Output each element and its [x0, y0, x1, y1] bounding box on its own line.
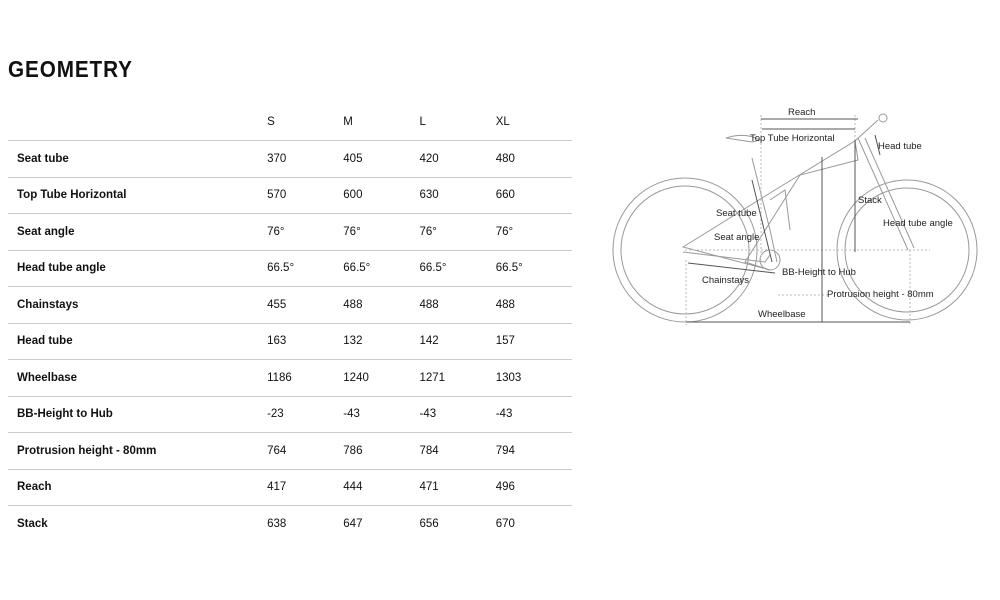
row-value: 132	[343, 323, 420, 360]
row-value: -43	[419, 396, 496, 433]
row-value: 76°	[495, 213, 572, 251]
row-value: 600	[343, 177, 420, 214]
row-value: 444	[343, 469, 420, 506]
table-row: Protrusion height - 80mm 764 786 784 794	[8, 432, 572, 470]
row-value: 66.5°	[267, 250, 344, 287]
row-value: 76°	[419, 213, 496, 251]
row-value: 656	[419, 517, 439, 530]
row-label: Protrusion height - 80mm	[8, 432, 268, 470]
label-top-tube: Top Tube Horizontal	[750, 133, 835, 144]
table-row: BB-Height to Hub -23 -43 -43 -43	[8, 396, 572, 433]
label-bb-height: BB-Height to Hub	[782, 267, 856, 278]
row-label: Head tube angle	[8, 250, 268, 287]
table-row: Chainstays 455 488 488 488	[8, 286, 572, 324]
row-label: BB-Height to Hub	[8, 396, 268, 433]
table-row: Top Tube Horizontal 570 600 630 660	[8, 177, 572, 214]
row-value: 1240	[343, 359, 420, 397]
row-value: 66.5°	[419, 250, 496, 287]
label-protrusion: Protrusion height - 80mm	[827, 289, 934, 300]
table-row: Seat angle 76° 76° 76° 76°	[8, 213, 572, 251]
row-value: 76°	[343, 213, 420, 251]
row-value: 670	[495, 517, 515, 530]
row-value: 647	[343, 517, 363, 530]
row-value: 786	[343, 432, 420, 470]
table-row: Stack 638 647 656 670	[8, 506, 572, 542]
row-value: 630	[419, 177, 496, 214]
row-value: 370	[267, 140, 344, 178]
label-reach: Reach	[788, 107, 815, 118]
row-value: 471	[419, 469, 496, 506]
row-value: 638	[267, 517, 287, 530]
row-value: 157	[495, 323, 572, 360]
size-header: S	[267, 104, 344, 141]
row-value: 1271	[419, 359, 496, 397]
page-title: GEOMETRY	[8, 56, 133, 82]
row-value: 417	[267, 469, 344, 506]
row-label: Seat angle	[8, 213, 268, 251]
size-header: XL	[495, 104, 572, 141]
row-value: -43	[343, 396, 420, 433]
label-head-tube: Head tube	[878, 141, 922, 152]
row-value: 488	[343, 286, 420, 324]
row-label: Seat tube	[8, 140, 268, 178]
row-label: Reach	[8, 469, 268, 506]
row-value: 163	[267, 323, 344, 360]
row-value: 66.5°	[495, 250, 572, 287]
table-row: Seat tube 370 405 420 480	[8, 140, 572, 178]
row-value: 1303	[495, 359, 572, 397]
row-value: 496	[495, 469, 572, 506]
row-label: Top Tube Horizontal	[8, 177, 268, 214]
label-stack: Stack	[858, 195, 882, 206]
table-header-row: S M L XL	[8, 104, 572, 141]
row-value: 488	[419, 286, 496, 324]
row-value: 420	[419, 140, 496, 178]
row-label: Head tube	[8, 323, 268, 360]
label-seat-tube: Seat tube	[716, 208, 757, 219]
table-row: Head tube 163 132 142 157	[8, 323, 572, 360]
row-value: 405	[343, 140, 420, 178]
label-seat-angle: Seat angle	[714, 232, 759, 243]
table-row: Wheelbase 1186 1240 1271 1303	[8, 359, 572, 397]
row-value: 455	[267, 286, 344, 324]
row-value: 480	[495, 140, 572, 178]
label-chainstays: Chainstays	[702, 275, 749, 286]
bike-frame	[681, 140, 859, 271]
row-value: 764	[267, 432, 344, 470]
row-value: -23	[267, 396, 344, 433]
row-value: 142	[419, 323, 496, 360]
table-row: Head tube angle 66.5° 66.5° 66.5° 66.5°	[8, 250, 572, 287]
size-header: M	[343, 104, 420, 141]
label-wheelbase: Wheelbase	[758, 309, 806, 320]
row-label: Chainstays	[8, 286, 268, 324]
row-value: 66.5°	[343, 250, 420, 287]
row-value: 570	[267, 177, 344, 214]
row-label: Wheelbase	[8, 359, 268, 397]
label-head-tube-angle: Head tube angle	[883, 218, 953, 229]
geometry-table: S M L XL Seat tube 370 405 420 480 Top Tube H…	[8, 104, 572, 542]
row-value: -43	[495, 396, 572, 433]
row-value: 488	[495, 286, 572, 324]
row-value: 1186	[267, 359, 344, 397]
row-value: 784	[419, 432, 496, 470]
row-label: Stack	[17, 517, 48, 530]
row-value: 660	[495, 177, 572, 214]
table-row: Reach 417 444 471 496	[8, 469, 572, 506]
row-value: 794	[495, 432, 572, 470]
size-header: L	[419, 104, 496, 141]
row-value: 76°	[267, 213, 344, 251]
